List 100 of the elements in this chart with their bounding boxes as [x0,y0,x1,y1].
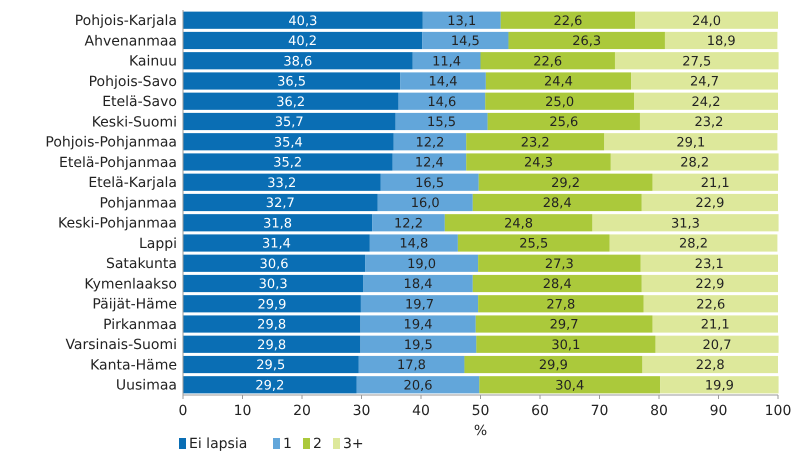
bar [664,32,778,50]
bar [480,52,615,70]
bar [660,376,779,394]
data-label: 25,6 [549,115,578,130]
data-label: 23,1 [694,256,724,272]
x-tick-label: 70 [590,403,608,419]
bar [635,12,778,29]
bar [610,234,778,252]
bar [640,254,778,272]
bar [592,214,779,232]
data-label: 30,6 [260,256,289,272]
bar [422,32,508,50]
bar [183,295,361,312]
bar [183,52,413,70]
x-tick-label: 40 [412,403,430,419]
data-label: 20,6 [404,378,432,394]
data-label: 29,7 [550,318,579,333]
data-label: 40,3 [288,14,318,29]
bar [183,12,423,29]
bar [183,194,378,212]
bar [472,194,642,212]
bar [183,274,364,292]
data-label: 25,5 [519,236,548,252]
data-label: 21,1 [700,176,730,191]
data-label: 14,6 [427,94,456,110]
data-label: 27,5 [682,54,712,70]
x-tick-label: 80 [650,403,668,419]
data-label: 30,4 [555,378,584,394]
y-tick-label: Keski-Suomi [92,114,177,130]
x-tick-label: 0 [178,403,188,419]
data-label: 31,4 [262,236,291,252]
data-label: 22,8 [696,358,725,374]
bar [412,52,480,70]
data-label: 20,7 [702,338,732,353]
bar [356,376,480,394]
legend-label: 1 [283,436,292,452]
data-label: 12,4 [414,156,444,171]
data-label: 29,2 [255,378,284,394]
data-label: 26,3 [572,34,602,50]
data-label: 36,5 [277,74,306,90]
bar [478,295,644,312]
data-label: 12,2 [415,135,444,150]
bar [183,254,366,272]
y-tick-label: Pirkanmaa [103,316,177,333]
data-label: 23,2 [520,135,550,150]
bar [610,153,779,171]
data-label: 40,2 [288,34,318,50]
data-label: 17,8 [397,358,426,374]
bar [183,356,359,374]
bar [183,174,381,191]
data-label: 24,7 [690,74,719,90]
bar [644,295,778,312]
bar [642,356,778,374]
data-label: 12,2 [394,216,423,232]
bar [380,174,479,191]
bar [183,72,400,90]
y-tick-label: Ahvenanmaa [84,33,177,50]
data-label: 23,2 [694,115,724,130]
bar [183,234,370,252]
y-tick-label: Päijät-Häme [92,296,177,313]
data-label: 28,4 [542,277,572,292]
data-label: 21,1 [700,318,730,333]
data-label: 22,6 [533,54,562,70]
data-label: 22,9 [695,196,724,212]
data-label: 18,9 [706,34,736,50]
data-label: 22,9 [695,277,724,292]
bar [395,112,488,130]
bar [634,92,778,110]
data-label: 19,7 [405,297,434,312]
bar [365,254,478,272]
bar [183,336,360,353]
bar [444,214,592,232]
data-label: 19,4 [404,318,432,333]
data-label: 24,8 [504,216,534,232]
data-label: 22,6 [553,14,582,29]
bar [485,92,634,110]
x-tick-label: 30 [352,403,370,419]
data-label: 29,1 [676,135,706,150]
bar [478,174,652,191]
y-tick-label: Satakunta [106,256,177,272]
bar [508,32,665,50]
y-tick-label: Etelä-Karjala [88,175,177,192]
data-label: 13,1 [447,14,476,29]
data-label: 27,8 [546,297,576,312]
y-tick-label: Pohjois-Savo [88,74,177,90]
bar [363,274,473,292]
data-label: 19,0 [407,256,436,272]
bar [604,133,778,150]
y-tick-label: Etelä-Savo [102,94,177,110]
y-tick-label: Uusimaa [116,378,177,394]
x-tick-label: 100 [764,403,792,419]
bar [631,72,778,90]
bar [472,274,642,292]
data-label: 28,2 [679,236,708,252]
x-tick-label: 50 [472,403,490,419]
bar [640,112,778,130]
data-label: 14,8 [399,236,428,252]
bar [183,214,372,232]
data-label: 35,2 [273,156,302,171]
y-tick-label: Pohjois-Pohjanmaa [45,134,177,151]
